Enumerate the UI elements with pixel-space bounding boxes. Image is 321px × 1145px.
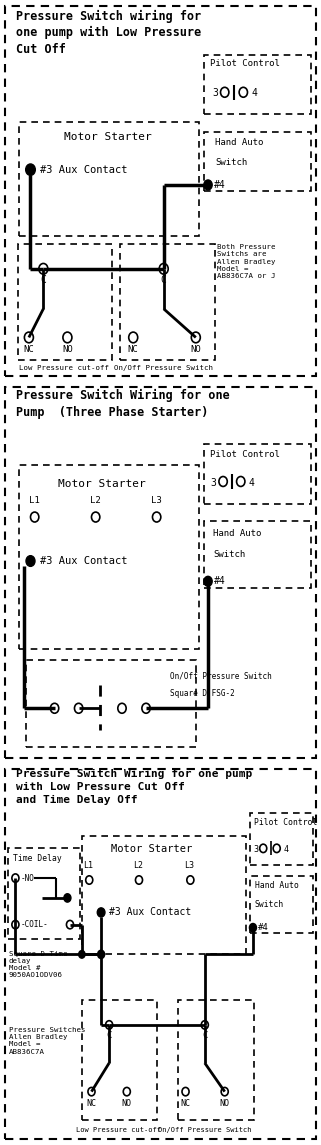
Text: Motor Starter: Motor Starter [58, 479, 145, 489]
Bar [178, 1000, 254, 1120]
Text: C: C [202, 1032, 207, 1041]
Text: Pressure Switch wiring for
one pump with Low Pressure
Cut Off: Pressure Switch wiring for one pump with… [16, 9, 201, 56]
Text: 3: 3 [253, 845, 258, 854]
Text: Square D Time
delay
Model #
9050AO1ODV06: Square D Time delay Model # 9050AO1ODV06 [9, 950, 67, 978]
Text: NC: NC [23, 345, 34, 354]
Circle shape [26, 164, 35, 175]
Text: L3: L3 [151, 496, 161, 505]
Text: 4: 4 [283, 845, 288, 854]
Bar [204, 132, 311, 190]
Text: -COIL-: -COIL- [21, 921, 48, 929]
Text: #3 Aux Contact: #3 Aux Contact [40, 165, 128, 175]
Bar [18, 244, 112, 361]
Text: NC: NC [128, 345, 139, 354]
Text: 4: 4 [252, 88, 257, 98]
Text: L1: L1 [83, 861, 93, 870]
Text: NO: NO [190, 345, 201, 354]
Bar [250, 813, 313, 864]
Text: Pressure Switch Wiring for one pump
with Low Pressure Cut Off
and Time Delay Off: Pressure Switch Wiring for one pump with… [16, 769, 252, 805]
Circle shape [204, 576, 212, 586]
Circle shape [64, 894, 71, 902]
Text: On/Off Pressure Switch: On/Off Pressure Switch [170, 672, 272, 681]
Text: Pressure Switch Wiring for one
Pump  (Three Phase Starter): Pressure Switch Wiring for one Pump (Thr… [16, 389, 230, 419]
Text: Pilot Control: Pilot Control [210, 60, 280, 68]
Text: NC: NC [180, 1099, 191, 1108]
Text: Hand Auto: Hand Auto [213, 529, 262, 537]
Text: C: C [107, 1032, 112, 1041]
Text: On/Off Pressure Switch: On/Off Pressure Switch [114, 364, 213, 371]
Circle shape [204, 180, 212, 190]
Text: 4: 4 [249, 477, 255, 488]
Text: L2: L2 [133, 861, 143, 870]
Text: Pressure Switches
Allen Bradley
Model =
AB836C7A: Pressure Switches Allen Bradley Model = … [9, 1027, 85, 1055]
Text: Time Delay: Time Delay [13, 854, 62, 863]
Bar [204, 521, 311, 587]
Text: #4: #4 [214, 576, 226, 586]
Text: #3 Aux Contact: #3 Aux Contact [109, 908, 191, 917]
Bar [250, 876, 313, 933]
Text: L3: L3 [185, 861, 195, 870]
Circle shape [249, 924, 256, 932]
Text: Switch: Switch [255, 900, 284, 909]
Text: Square D FSG-2: Square D FSG-2 [170, 689, 235, 698]
Text: 3: 3 [212, 88, 218, 98]
Text: NO: NO [220, 1099, 230, 1108]
Text: Pilot Control: Pilot Control [210, 450, 280, 459]
Text: #4: #4 [214, 180, 226, 190]
Bar [82, 836, 246, 955]
Bar [204, 55, 311, 114]
Text: Low Pressure cut-off: Low Pressure cut-off [19, 364, 109, 371]
Bar [204, 444, 311, 504]
Text: L1: L1 [29, 496, 39, 505]
Text: #3 Aux Contact: #3 Aux Contact [40, 556, 128, 566]
Text: Hand Auto: Hand Auto [255, 881, 299, 890]
Bar [19, 123, 199, 236]
Circle shape [79, 950, 85, 958]
Text: C: C [161, 275, 167, 285]
Text: -NO-: -NO- [21, 874, 39, 883]
Bar [120, 244, 215, 361]
Bar [19, 465, 199, 649]
Text: NO: NO [62, 345, 73, 354]
Bar [82, 1000, 157, 1120]
Text: Both Pressure
Switchs are
Allen Bradley
Model =
AB836C7A or J: Both Pressure Switchs are Allen Bradley … [217, 244, 275, 279]
Circle shape [26, 555, 35, 567]
Text: NO: NO [122, 1099, 132, 1108]
Text: Switch: Switch [213, 550, 246, 559]
Circle shape [98, 950, 105, 958]
Text: C: C [40, 275, 46, 285]
Text: Motor Starter: Motor Starter [64, 132, 152, 142]
Text: NC: NC [86, 1099, 97, 1108]
Text: #4: #4 [258, 923, 269, 932]
Circle shape [97, 908, 105, 917]
Text: 3: 3 [210, 477, 216, 488]
Bar [8, 847, 80, 939]
Text: Low Pressure cut-off: Low Pressure cut-off [76, 1127, 161, 1132]
Text: Motor Starter: Motor Starter [111, 844, 192, 854]
Text: Hand Auto: Hand Auto [215, 139, 264, 147]
Text: Pilot Control: Pilot Control [254, 818, 317, 827]
Bar [26, 661, 196, 747]
Text: On/Off Pressure Switch: On/Off Pressure Switch [158, 1127, 252, 1132]
Text: Switch: Switch [215, 158, 247, 167]
Text: L2: L2 [90, 496, 100, 505]
